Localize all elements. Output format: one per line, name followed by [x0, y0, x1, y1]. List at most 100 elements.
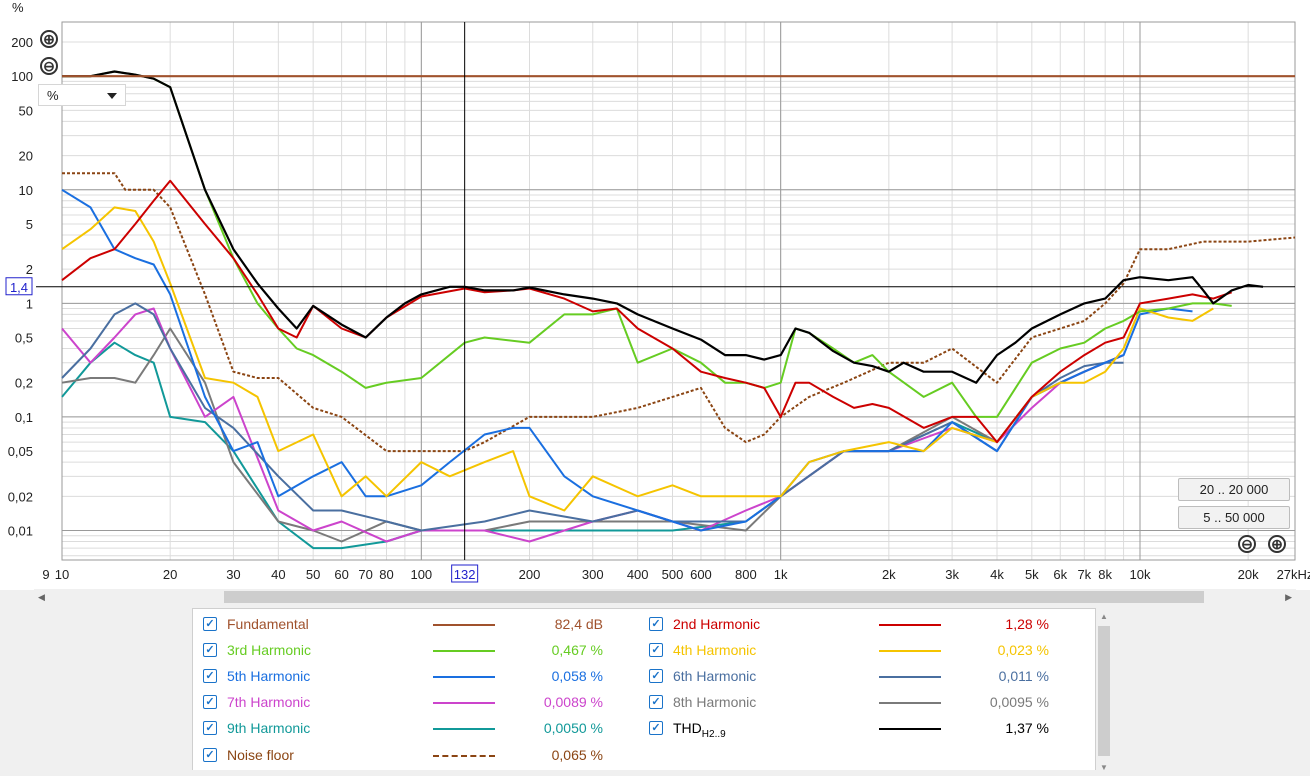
x-tick-label: 50 [306, 567, 320, 582]
series-line-h5 [61, 188, 1193, 532]
scroll-up-icon[interactable]: ▲ [1100, 612, 1108, 621]
legend-line-sample [879, 702, 941, 704]
scroll-right-icon[interactable]: ▶ [1285, 592, 1292, 602]
zoom-in-vertical-icon[interactable]: ⊕ [40, 30, 58, 48]
legend-value: 0,0089 % [543, 694, 603, 710]
legend-label: 8th Harmonic [673, 694, 756, 710]
legend-value: 0,467 % [551, 642, 603, 658]
status-strip [0, 770, 1310, 776]
unit-select-value: % [47, 88, 59, 103]
y-tick-label: 100 [11, 69, 33, 84]
legend-label-text: Noise floor [227, 747, 294, 763]
legend-value: 0,0050 % [543, 720, 603, 736]
legend-item-h7[interactable]: ✓ 7th Harmonic 0,0089 % [203, 693, 623, 713]
legend-item-noise[interactable]: ✓ Noise floor 0,065 % [203, 746, 623, 766]
legend-checkbox[interactable]: ✓ [203, 721, 217, 735]
legend-line-sample [433, 755, 495, 757]
legend-label-text: 8th Harmonic [673, 694, 757, 710]
range-20-20000-button[interactable]: 20 .. 20 000 [1178, 478, 1290, 501]
x-tick-label: 100 [410, 567, 432, 582]
legend-label: 9th Harmonic [227, 720, 310, 736]
legend-label-text: 2nd Harmonic [673, 616, 761, 632]
legend-checkbox[interactable]: ✓ [649, 617, 663, 631]
legend-item-h3[interactable]: ✓ 3rd Harmonic 0,467 % [203, 641, 623, 661]
legend-checkbox[interactable]: ✓ [203, 643, 217, 657]
legend-scrollbar-thumb[interactable] [1098, 626, 1110, 756]
scroll-left-icon[interactable]: ◀ [38, 592, 45, 602]
series-line-thd [62, 70, 1264, 384]
legend-label-text: 5th Harmonic [227, 668, 311, 684]
legend-value: 0,023 % [997, 642, 1049, 658]
zoom-out-vertical-icon[interactable]: ⊖ [40, 57, 58, 75]
x-tick-label: 40 [271, 567, 285, 582]
series-line-h2 [61, 179, 1233, 444]
legend-checkbox[interactable]: ✓ [649, 669, 663, 683]
legend-panel: ✓ Fundamental 82,4 dB ✓ 2nd Harmonic 1,28 % ✓ 3… [192, 608, 1096, 776]
legend-value: 1,28 % [1005, 616, 1049, 632]
legend-item-h2[interactable]: ✓ 2nd Harmonic 1,28 % [649, 615, 1069, 635]
legend-checkbox[interactable]: ✓ [649, 721, 663, 735]
y-tick-label: 20 [19, 149, 33, 164]
legend-checkbox[interactable]: ✓ [649, 695, 663, 709]
x-tick-label: 4k [990, 567, 1004, 582]
legend-checkbox[interactable]: ✓ [649, 643, 663, 657]
y-tick-label: 0,2 [15, 376, 33, 391]
y-tick-label: 200 [11, 35, 33, 50]
x-tick-label: 3k [945, 567, 959, 582]
legend-checkbox[interactable]: ✓ [203, 695, 217, 709]
legend-label-text: 6th Harmonic [673, 668, 757, 684]
x-tick-label: 200 [519, 567, 541, 582]
legend-label-subscript: H2..9 [701, 728, 726, 740]
y-tick-label: 0,01 [8, 524, 33, 539]
legend-item-thd[interactable]: ✓ THDH2..9 1,37 % [649, 719, 1069, 740]
y-unit-label: % [12, 0, 24, 15]
legend-value: 0,011 % [998, 668, 1049, 684]
legend-checkbox[interactable]: ✓ [203, 669, 217, 683]
series-line-h3 [62, 70, 1232, 418]
legend-checkbox[interactable]: ✓ [203, 748, 217, 762]
legend-line-sample [879, 624, 941, 626]
plot-frame [61, 21, 1296, 561]
legend-value: 0,058 % [551, 668, 603, 684]
legend-line-sample [433, 728, 495, 730]
y-tick-label: 0,1 [15, 410, 33, 425]
legend-label: Noise floor [227, 747, 294, 763]
y-tick-label: 0,05 [8, 444, 33, 459]
legend-checkbox[interactable]: ✓ [203, 617, 217, 631]
legend-label-text: 7th Harmonic [227, 694, 311, 710]
x-tick-label: 300 [582, 567, 604, 582]
x-tick-label: 400 [627, 567, 649, 582]
legend-line-sample [879, 728, 941, 730]
y-tick-label: 0,5 [15, 331, 33, 346]
x-tick-label: 27kHz [1277, 567, 1310, 582]
range-5-50000-button[interactable]: 5 .. 50 000 [1178, 506, 1290, 529]
horizontal-scrollbar[interactable]: ◀ ▶ [34, 589, 1296, 605]
legend-label: THDH2..9 [673, 720, 726, 740]
cursor-y-readout-box [5, 277, 33, 296]
legend-scrollbar[interactable]: ▲ ▼ [1096, 608, 1112, 776]
legend-item-h6[interactable]: ✓ 6th Harmonic 0,011 % [649, 667, 1069, 687]
x-tick-label: 70 [358, 567, 372, 582]
cursor-x-readout-box [451, 564, 479, 583]
chart-area[interactable]: 9 10 20 30 40 50 60 70 80 100 200 300 400 500 600 800 1k… [0, 0, 1310, 590]
legend-item-fundamental[interactable]: ✓ Fundamental 82,4 dB [203, 615, 623, 635]
legend-item-h4[interactable]: ✓ 4th Harmonic 0,023 % [649, 641, 1069, 661]
y-tick-label: 1 [26, 296, 33, 311]
legend-item-h8[interactable]: ✓ 8th Harmonic 0,0095 % [649, 693, 1069, 713]
x-tick-label: 20 [163, 567, 177, 582]
unit-select[interactable]: % [38, 84, 126, 106]
thd-chart[interactable]: 9 10 20 30 40 50 60 70 80 100 200 300 400 500 600 800 1k… [0, 0, 1310, 590]
x-tick-label: 10 [55, 567, 69, 582]
legend-label: 4th Harmonic [673, 642, 756, 658]
legend-item-h9[interactable]: ✓ 9th Harmonic 0,0050 % [203, 719, 623, 739]
legend-line-sample [433, 702, 495, 704]
zoom-in-horizontal-icon[interactable]: ⊕ [1268, 535, 1286, 553]
x-tick-label: 30 [226, 567, 240, 582]
legend-label: 5th Harmonic [227, 668, 310, 684]
zoom-out-horizontal-icon[interactable]: ⊖ [1238, 535, 1256, 553]
x-tick-label: 9 [42, 567, 49, 582]
scroll-down-icon[interactable]: ▼ [1100, 763, 1108, 772]
scrollbar-thumb[interactable] [224, 591, 1204, 603]
y-tick-label: 5 [26, 217, 33, 232]
legend-item-h5[interactable]: ✓ 5th Harmonic 0,058 % [203, 667, 623, 687]
